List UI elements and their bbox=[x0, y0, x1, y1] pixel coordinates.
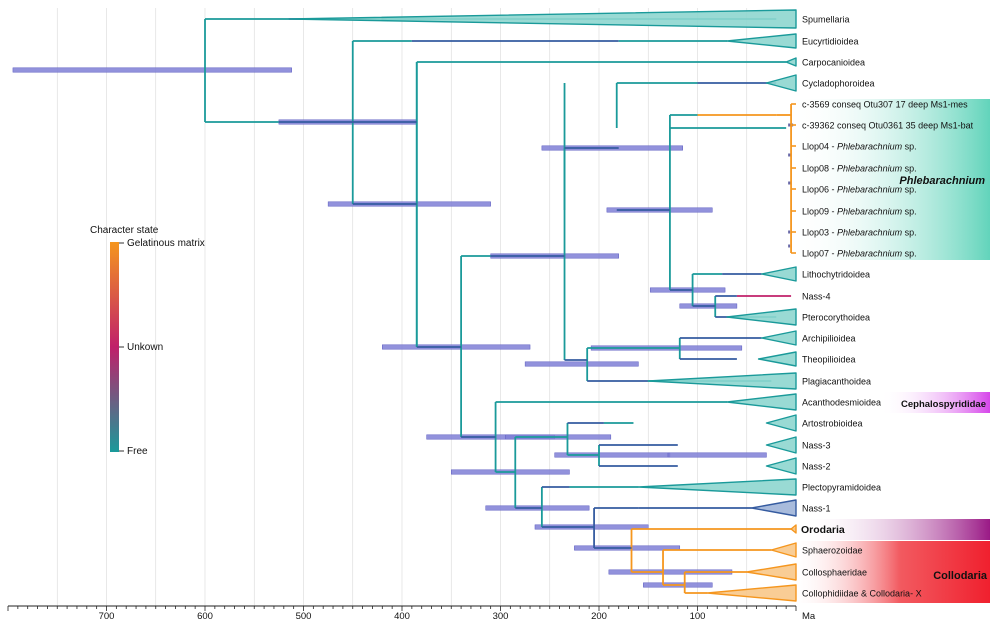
tip-label: Llop06 - Phlebarachnium sp. bbox=[802, 185, 917, 195]
tip-label: Llop08 - Phlebarachnium sp. bbox=[802, 164, 917, 174]
clade-triangle bbox=[726, 33, 797, 49]
clade-triangle bbox=[750, 499, 797, 517]
phlebarachnium-group-label: Phlebarachnium bbox=[899, 175, 985, 187]
axis-tick-label: 700 bbox=[99, 611, 115, 622]
clade-triangle bbox=[785, 57, 797, 67]
axis-tick-label: 300 bbox=[493, 611, 509, 622]
clade-triangle bbox=[288, 9, 797, 29]
tip-label: Nass-2 bbox=[802, 462, 831, 472]
legend-middle-label: Unkown bbox=[127, 342, 163, 353]
tip-label: Pterocorythoidea bbox=[802, 313, 870, 323]
clade-triangle bbox=[746, 563, 797, 581]
axis-tick-label: 500 bbox=[296, 611, 312, 622]
time-axis: Ma 700 600 500 400 300 200 100 bbox=[7, 605, 816, 622]
character-state-legend: Character state Gelatinous matrix Unkown… bbox=[90, 225, 205, 457]
tip-label: c-3569 conseq Otu307 17 deep Ms1-mes bbox=[802, 100, 968, 110]
tip-label: Llop04 - Phlebarachnium sp. bbox=[802, 142, 917, 152]
clade-triangle bbox=[790, 524, 797, 534]
axis-tick-label: 400 bbox=[394, 611, 410, 622]
clade-triangle bbox=[765, 436, 797, 454]
tip-label: Sphaerozoidae bbox=[802, 546, 863, 556]
tip-label: Collophidiidae & Collodaria- X bbox=[802, 589, 922, 599]
tip-label: Nass-1 bbox=[802, 504, 831, 514]
tip-label: Llop03 - Phlebarachnium sp. bbox=[802, 228, 917, 238]
tip-label: Archipilioidea bbox=[802, 334, 856, 344]
clade-triangle bbox=[726, 308, 797, 326]
tip-label: Eucyrtidioidea bbox=[802, 37, 859, 47]
orodaria-highlight bbox=[800, 519, 990, 540]
clade-triangle bbox=[647, 372, 797, 390]
axis-unit-label: Ma bbox=[802, 611, 816, 622]
tip-label: Plagiacanthoidea bbox=[802, 377, 871, 387]
axis-tick-label: 100 bbox=[690, 611, 706, 622]
tip-label: c-39362 conseq Otu0361 35 deep Ms1-bat bbox=[802, 121, 974, 131]
axis-tick-label: 200 bbox=[591, 611, 607, 622]
clade-triangle bbox=[760, 266, 797, 282]
clade-triangle bbox=[637, 478, 797, 496]
phlebarachnium-hpd bbox=[788, 181, 792, 185]
axis-tick-label: 600 bbox=[197, 611, 213, 622]
tip-label: Llop09 - Phlebarachnium sp. bbox=[802, 207, 917, 217]
clade-triangle bbox=[765, 74, 797, 92]
hpd-bars bbox=[12, 67, 794, 588]
tip-label: Nass-4 bbox=[802, 292, 831, 302]
cephalospyrididae-highlight bbox=[880, 392, 990, 413]
legend-bottom-label: Free bbox=[127, 446, 148, 457]
tip-label: Llop07 - Phlebarachnium sp. bbox=[802, 249, 917, 259]
hpd-bar-n12 bbox=[524, 361, 639, 367]
time-gridlines bbox=[56, 8, 748, 606]
clade-triangle bbox=[765, 457, 797, 475]
tip-labels: Spumellaria Eucyrtidioidea Carpocanioidea C… bbox=[802, 15, 974, 599]
cephalospyrididae-group-label: Cephalospyrididae bbox=[901, 399, 986, 410]
tip-label: Theopilioidea bbox=[802, 355, 856, 365]
tip-label: Collosphaeridae bbox=[802, 568, 867, 578]
phlebarachnium-hpd bbox=[788, 153, 792, 157]
tree-branches bbox=[204, 18, 796, 594]
clade-triangle bbox=[770, 542, 797, 558]
legend-top-label: Gelatinous matrix bbox=[127, 238, 205, 249]
legend-title: Character state bbox=[90, 225, 159, 236]
collapsed-clades bbox=[288, 9, 797, 602]
tip-label: Carpocanioidea bbox=[802, 58, 865, 68]
collodaria-group-label: Collodaria bbox=[933, 570, 988, 582]
phlebarachnium-highlight bbox=[790, 99, 990, 260]
hpd-bar-n17 bbox=[667, 452, 767, 458]
clade-triangle bbox=[757, 351, 797, 367]
clade-triangle bbox=[726, 393, 797, 411]
phlebarachnium-hpd bbox=[788, 230, 791, 234]
collodaria-highlight bbox=[790, 541, 990, 603]
hpd-bar-root bbox=[12, 67, 292, 73]
clade-triangle bbox=[760, 330, 797, 346]
tip-label: Lithochytridoidea bbox=[802, 270, 870, 280]
tip-label: Artostrobioidea bbox=[802, 419, 863, 429]
tip-label: Acanthodesmioidea bbox=[802, 398, 881, 408]
tip-label: Plectopyramidoidea bbox=[802, 483, 881, 493]
phlebarachnium-hpd bbox=[788, 244, 791, 248]
tip-label: Nass-3 bbox=[802, 441, 831, 451]
clade-triangle bbox=[765, 414, 797, 432]
legend-colorbar bbox=[110, 242, 119, 452]
clade-triangle bbox=[706, 584, 797, 602]
tip-label: Spumellaria bbox=[802, 15, 850, 25]
orodaria-group-label: Orodaria bbox=[801, 524, 845, 536]
tip-label: Cycladophoroidea bbox=[802, 79, 875, 89]
